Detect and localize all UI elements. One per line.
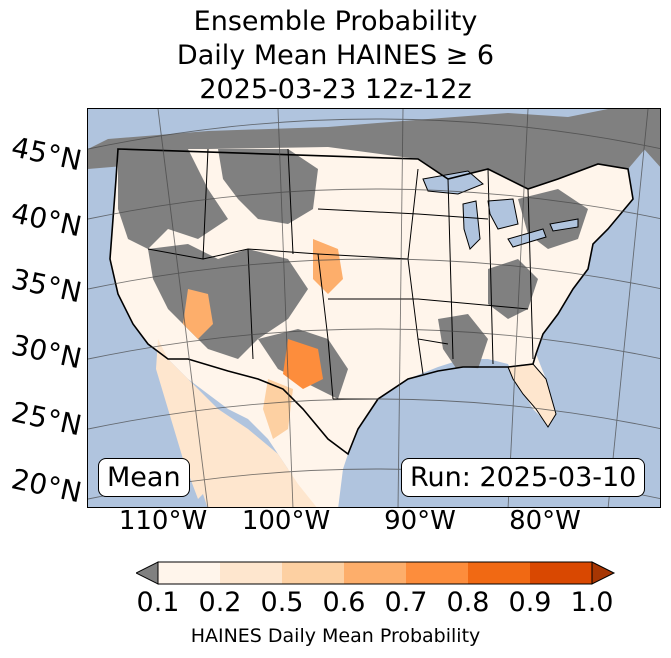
state-boundaries (147, 148, 534, 400)
map-title-line-2: Daily Mean HAINES ≥ 6 (176, 40, 495, 71)
colorbar-bin (406, 562, 469, 584)
colorbar-bin (468, 562, 531, 584)
lat-label-30n: 30°N (8, 328, 85, 376)
colorbar-tick: 1.0 (570, 587, 614, 618)
mexico-land (168, 359, 317, 507)
lon-label-100w: 100°W (241, 506, 331, 536)
lat-label-45n: 45°N (8, 130, 85, 178)
us-landmass (110, 147, 633, 507)
lat-label-40n: 40°N (8, 196, 85, 244)
florida (507, 363, 557, 428)
colorbar-tick: 0.9 (508, 587, 552, 618)
hotspot-arizona (183, 289, 213, 339)
gulf-of-mexico (348, 367, 523, 507)
run-date-badge: Run: 2025-03-10 (401, 458, 646, 497)
lake-superior (422, 170, 484, 195)
map-title-line-1: Ensemble Probability (193, 6, 478, 37)
colorbar-under-arrow (136, 561, 159, 585)
colorbar-bin (220, 562, 283, 584)
colorbar-bin (344, 562, 407, 584)
colorbar-tick: 0.8 (446, 587, 490, 618)
colorbar (136, 561, 616, 585)
probability-map (87, 108, 661, 508)
nodata-montana (218, 149, 318, 224)
lake-huron (487, 198, 519, 230)
colorbar-tick: 0.6 (322, 587, 366, 618)
us-border (109, 148, 634, 456)
lat-label-20n: 20°N (8, 462, 85, 510)
lat-label-25n: 25°N (8, 395, 85, 443)
map-canvas (88, 109, 660, 507)
colorbar-bin (282, 562, 345, 584)
baja-land (156, 339, 208, 499)
colorbar-bins (158, 562, 593, 584)
nodata-great-basin (148, 244, 308, 359)
colorbar-tick: 0.5 (260, 587, 304, 618)
nodata-mississippi (438, 314, 488, 371)
colorbar-frame (157, 561, 593, 585)
mean-badge: Mean (98, 458, 190, 497)
lake-erie (507, 228, 547, 248)
colorbar-tick: 0.1 (136, 587, 180, 618)
colorbar-tick: 0.7 (384, 587, 428, 618)
colorbar-bin (158, 562, 221, 584)
lake-michigan (462, 200, 481, 250)
map-title-line-3: 2025-03-23 12z-12z (199, 74, 472, 105)
colorbar-tick: 0.2 (198, 587, 242, 618)
lake-ontario (549, 218, 579, 232)
nodata-northwest (118, 149, 228, 249)
hotspot-colorado (313, 239, 343, 294)
lon-label-110w: 110°W (118, 506, 208, 536)
nodata-appalachia (488, 259, 538, 319)
hotspot-west-texas (283, 339, 323, 389)
lon-label-90w: 90°W (384, 506, 456, 536)
colorbar-over-arrow (591, 561, 616, 585)
colorbar-label: HAINES Daily Mean Probability (190, 625, 481, 647)
lon-label-80w: 80°W (509, 506, 581, 536)
colorbar-bin (530, 562, 593, 584)
hotspot-chihuahua (263, 379, 293, 439)
lat-label-35n: 35°N (8, 262, 85, 310)
